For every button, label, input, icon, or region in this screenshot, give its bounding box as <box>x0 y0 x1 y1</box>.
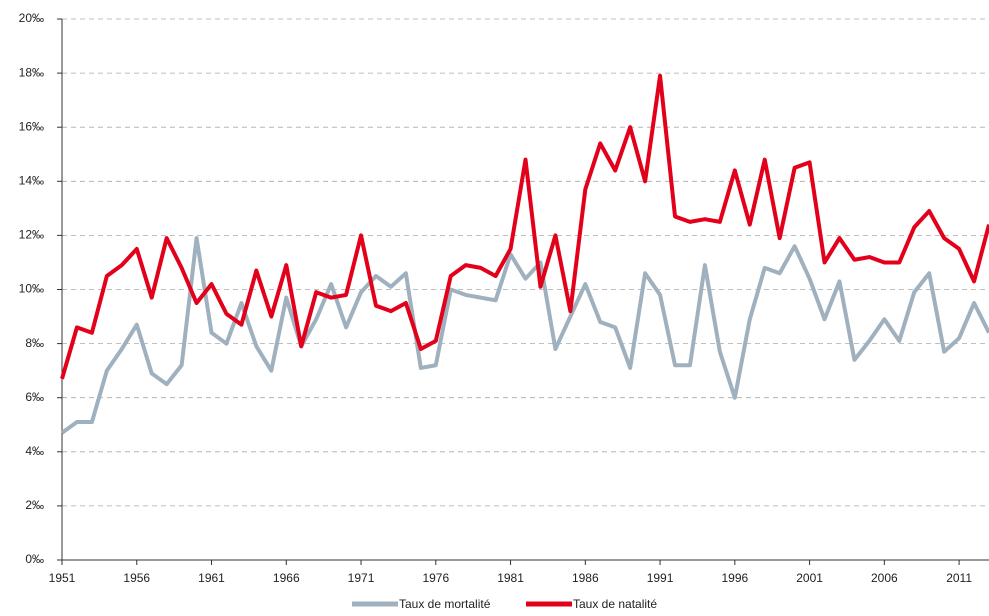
series-line <box>60 236 989 435</box>
x-tick-label: 1951 <box>49 571 76 585</box>
y-tick-label: 6‰ <box>25 390 44 404</box>
y-tick-label: 14‰ <box>19 173 44 187</box>
y-tick-label: 16‰ <box>19 119 44 133</box>
x-tick-label: 2011 <box>946 571 972 585</box>
y-tick-label: 8‰ <box>25 336 44 350</box>
x-tick-label: 1991 <box>647 571 674 585</box>
y-tick-label: 4‰ <box>25 444 44 458</box>
y-tick-label: 0‰ <box>25 552 44 566</box>
x-tick-label: 1956 <box>123 571 150 585</box>
x-tick-label: 1961 <box>198 571 225 585</box>
x-tick-label: 2006 <box>871 571 898 585</box>
y-tick-label: 10‰ <box>19 282 44 296</box>
x-tick-label: 1981 <box>497 571 524 585</box>
y-tick-label: 18‰ <box>19 65 44 79</box>
y-tick-label: 12‰ <box>19 228 44 242</box>
y-tick-label: 2‰ <box>25 498 44 512</box>
x-tick-label: 1986 <box>572 571 599 585</box>
x-tick-label: 1966 <box>273 571 300 585</box>
plot-area <box>60 73 989 435</box>
x-tick-label: 1976 <box>422 571 449 585</box>
x-tick-label: 1971 <box>348 571 375 585</box>
legend-label: Taux de natalité <box>573 597 657 611</box>
x-tick-label: 2001 <box>796 571 823 585</box>
x-tick-label: 1996 <box>721 571 748 585</box>
series-line <box>60 73 989 380</box>
y-tick-label: 20‰ <box>19 11 44 25</box>
legend-label: Taux de mortalité <box>399 597 491 611</box>
